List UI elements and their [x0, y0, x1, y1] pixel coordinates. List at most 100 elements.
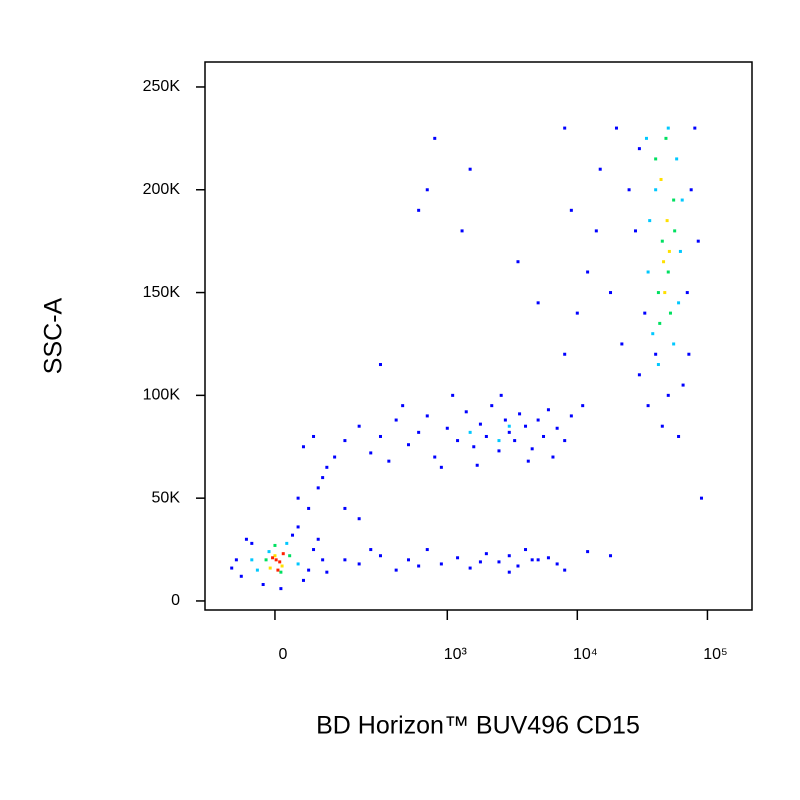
y-tick-label: 200K [143, 181, 181, 198]
event-dot [569, 208, 573, 212]
event-dot [378, 554, 382, 558]
event-dot [680, 198, 684, 202]
event-dot [687, 352, 691, 356]
event-dot [484, 552, 488, 556]
event-dot [666, 393, 670, 397]
event-dot [637, 373, 641, 377]
event-dot [620, 342, 624, 346]
event-dot [478, 422, 482, 426]
event-dot [668, 311, 672, 315]
event-dot [563, 439, 567, 443]
event-dot [546, 556, 550, 560]
event-dot [646, 404, 650, 408]
event-dot [274, 558, 278, 562]
event-dot [662, 260, 666, 264]
event-dot [644, 136, 648, 140]
event-dot [301, 578, 305, 582]
event-dot [654, 352, 658, 356]
event-dot [516, 260, 520, 264]
event-dot [276, 568, 280, 572]
event-dot [524, 548, 528, 552]
event-dot [594, 229, 598, 233]
event-dot [406, 443, 410, 447]
event-dot [614, 126, 618, 130]
event-dot [499, 393, 503, 397]
event-dot [555, 426, 559, 430]
event-dot [433, 136, 437, 140]
event-dot [296, 562, 300, 566]
event-dot [536, 418, 540, 422]
event-dot [678, 249, 682, 253]
event-dot [551, 455, 555, 459]
event-dot [646, 270, 650, 274]
event-dot [672, 198, 676, 202]
event-dot [250, 541, 254, 545]
event-dot [530, 447, 534, 451]
event-dot [456, 556, 460, 560]
event-dot [513, 439, 517, 443]
event-dot [417, 564, 421, 568]
event-dot [660, 424, 664, 428]
event-dot [667, 249, 671, 253]
event-dot [439, 562, 443, 566]
event-dot [685, 291, 689, 295]
event-dot [689, 188, 693, 192]
event-dot [406, 558, 410, 562]
event-dot [378, 363, 382, 367]
event-dot [598, 167, 602, 171]
event-dot [627, 188, 631, 192]
event-dot [656, 363, 660, 367]
event-dot [518, 412, 522, 416]
event-dot [637, 147, 641, 151]
event-dot [507, 424, 511, 428]
event-dot [490, 404, 494, 408]
event-dot [280, 564, 284, 568]
event-dot [343, 439, 347, 443]
event-dot [699, 496, 703, 500]
event-dot [666, 270, 670, 274]
event-dot [675, 157, 679, 161]
event-dot [472, 445, 476, 449]
event-dot [307, 506, 311, 510]
event-dot [681, 383, 685, 387]
event-dot [343, 558, 347, 562]
event-dot [664, 136, 668, 140]
event-dot [648, 219, 652, 223]
event-dot [536, 301, 540, 305]
event-dot [542, 434, 546, 438]
event-dot [696, 239, 700, 243]
event-dot [563, 126, 567, 130]
event-dot [291, 533, 295, 537]
event-dot [654, 188, 658, 192]
event-dot [555, 562, 559, 566]
event-dot [425, 548, 429, 552]
y-tick-label: 150K [143, 284, 181, 301]
event-dot [460, 229, 464, 233]
event-dot [586, 550, 590, 554]
event-dot [278, 560, 282, 564]
x-tick-label: 10⁴ [573, 646, 598, 663]
event-dot [425, 188, 429, 192]
event-dot [333, 455, 337, 459]
event-dot [563, 352, 567, 356]
event-dot [281, 552, 285, 556]
event-dot [312, 434, 316, 438]
event-dot [677, 301, 681, 305]
event-dot [387, 459, 391, 463]
event-dot [264, 558, 268, 562]
event-dot [394, 568, 398, 572]
event-dot [451, 393, 455, 397]
event-dot [658, 321, 662, 325]
y-axis-label: SSC-A [40, 297, 68, 374]
event-dot [316, 486, 320, 490]
event-dot [439, 465, 443, 469]
event-dot [357, 517, 361, 521]
event-dot [663, 291, 667, 295]
event-dot [524, 424, 528, 428]
event-dot [659, 177, 663, 181]
event-dot [575, 311, 579, 315]
event-dot [244, 537, 248, 541]
event-dot [285, 541, 289, 545]
event-dot [357, 562, 361, 566]
